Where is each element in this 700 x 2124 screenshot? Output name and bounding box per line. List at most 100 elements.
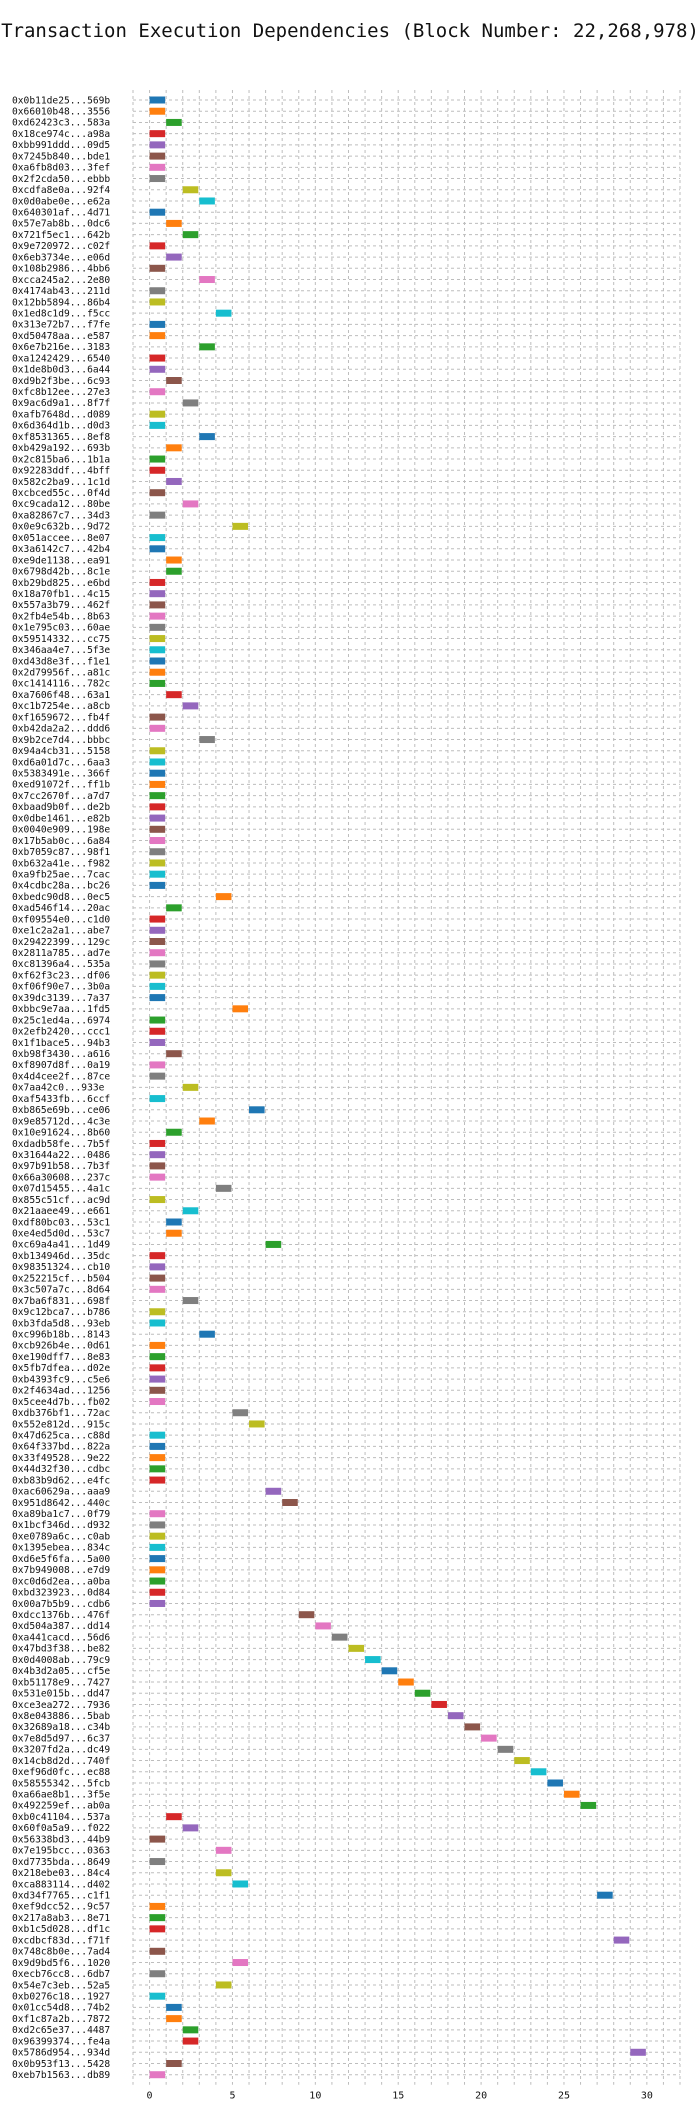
transaction-bar bbox=[149, 2071, 166, 2079]
y-tick-label: 0x5786d954...934d bbox=[12, 2048, 110, 2059]
transaction-bar bbox=[149, 837, 166, 845]
transaction-bar bbox=[149, 287, 166, 295]
transaction-bar bbox=[149, 489, 166, 497]
transaction-bar bbox=[265, 1240, 282, 1248]
y-tick-label: 0xa6fb8d03...3fef bbox=[12, 163, 110, 174]
y-tick-label: 0xf06f90e7...3b0a bbox=[12, 982, 110, 993]
y-tick-label: 0x39dc3139...7a37 bbox=[12, 993, 110, 1004]
y-tick-label: 0xecb76cc8...6db7 bbox=[12, 1969, 110, 1980]
transaction-bar bbox=[348, 1644, 365, 1652]
transaction-bar bbox=[265, 1487, 282, 1495]
y-tick-label: 0xd34f7765...c1f1 bbox=[12, 1891, 110, 1902]
y-tick-label: 0xc81396a4...535a bbox=[12, 959, 110, 970]
x-tick-label: 0 bbox=[147, 2091, 153, 2102]
y-tick-label: 0xbb991ddd...09d5 bbox=[12, 140, 110, 151]
transaction-bar bbox=[149, 1835, 166, 1843]
transaction-bar bbox=[547, 1779, 563, 1787]
transaction-bar bbox=[149, 792, 166, 800]
transaction-bar bbox=[149, 1431, 166, 1439]
transaction-bar bbox=[166, 253, 182, 261]
transaction-bar bbox=[481, 1734, 497, 1742]
y-tick-label: 0xd6e5f6fa...5a00 bbox=[12, 1554, 110, 1565]
transaction-bar bbox=[149, 1274, 166, 1282]
y-tick-label: 0x0040e909...198e bbox=[12, 825, 110, 836]
transaction-bar bbox=[149, 1532, 166, 1540]
y-tick-label: 0xbaad9b0f...de2b bbox=[12, 802, 110, 813]
transaction-bar bbox=[149, 354, 166, 362]
transaction-bar bbox=[149, 1353, 166, 1361]
y-tick-label: 0xdb376bf1...72ac bbox=[12, 1408, 110, 1419]
transaction-bar bbox=[166, 556, 182, 564]
y-tick-label: 0x21aaee49...e661 bbox=[12, 1206, 110, 1217]
y-tick-label: 0xd6a01d7c...6aa3 bbox=[12, 757, 110, 768]
transaction-bar bbox=[149, 971, 166, 979]
y-tick-label: 0x2d79956f...a81c bbox=[12, 668, 110, 679]
y-tick-label: 0x218ebe03...84c4 bbox=[12, 1868, 110, 1879]
transaction-bar bbox=[199, 343, 215, 351]
transaction-bar bbox=[149, 1285, 166, 1293]
transaction-bar bbox=[149, 926, 166, 934]
transaction-bar bbox=[149, 825, 166, 833]
transaction-bar bbox=[149, 1386, 166, 1394]
y-tick-label: 0x66a30608...237c bbox=[12, 1172, 110, 1183]
y-tick-label: 0x4cdbc28a...bc26 bbox=[12, 881, 110, 892]
y-tick-label: 0x748c8b0e...7ad4 bbox=[12, 1947, 110, 1958]
transaction-bar bbox=[149, 803, 166, 811]
transaction-bar bbox=[149, 1308, 166, 1316]
y-tick-label: 0xc996b18b...8143 bbox=[12, 1330, 110, 1341]
transaction-bar bbox=[149, 578, 166, 586]
x-tick-labels: 0 5 10 15 20 25 30 bbox=[147, 2091, 653, 2102]
transaction-bar bbox=[149, 635, 166, 643]
y-tick-label: 0xef96d0fc...ec88 bbox=[12, 1767, 110, 1778]
transaction-bar bbox=[149, 1061, 166, 1069]
y-tick-label: 0xb98f3430...a616 bbox=[12, 1049, 110, 1060]
y-tick-label: 0x97b91b58...7b3f bbox=[12, 1161, 110, 1172]
y-tick-label: 0x855c51cf...ac9d bbox=[12, 1195, 110, 1206]
transaction-bar bbox=[149, 1072, 166, 1080]
y-tick-label: 0x6d364d1b...d0d3 bbox=[12, 421, 110, 432]
transaction-bar bbox=[166, 118, 182, 126]
y-tick-label: 0x00a7b5b9...cdb6 bbox=[12, 1599, 110, 1610]
transaction-bar bbox=[249, 1420, 265, 1428]
y-tick-label: 0xb51178e9...7427 bbox=[12, 1677, 110, 1688]
grid-layer bbox=[132, 90, 681, 2085]
transaction-bar bbox=[149, 949, 166, 957]
y-tick-label: 0x9e85712d...4c3e bbox=[12, 1116, 110, 1127]
transaction-bar bbox=[514, 1757, 530, 1765]
transaction-bar bbox=[464, 1723, 481, 1731]
transaction-bar bbox=[149, 859, 166, 867]
y-tick-label: 0xd43d8e3f...f1e1 bbox=[12, 656, 110, 667]
transaction-bar bbox=[232, 1005, 249, 1013]
y-tick-label: 0x1e795c03...60ae bbox=[12, 623, 110, 634]
y-tick-label: 0xfc8b12ee...27e3 bbox=[12, 387, 110, 398]
transaction-bar bbox=[149, 1196, 166, 1204]
x-tick-label: 5 bbox=[229, 2091, 235, 2102]
y-tick-label: 0x346aa4e7...5f3e bbox=[12, 645, 110, 656]
transaction-bar bbox=[149, 848, 166, 856]
transaction-bar bbox=[580, 1801, 597, 1809]
y-tick-label: 0xcdfa8e0a...92f4 bbox=[12, 185, 110, 196]
y-tick-label: 0x92283ddf...4bff bbox=[12, 466, 110, 477]
y-tick-label: 0x3207fd2a...dc49 bbox=[12, 1745, 110, 1756]
y-tick-label: 0xcb926b4e...0d61 bbox=[12, 1341, 110, 1352]
transaction-bar bbox=[149, 320, 166, 328]
y-tick-label: 0x492259ef...ab0a bbox=[12, 1801, 110, 1812]
transaction-bar bbox=[149, 534, 166, 542]
transaction-bar bbox=[149, 679, 166, 687]
transaction-bar bbox=[149, 724, 166, 732]
y-tick-label: 0x051accee...8e07 bbox=[12, 533, 110, 544]
transaction-bar bbox=[149, 713, 166, 721]
y-tick-label: 0xe190dff7...8e83 bbox=[12, 1352, 110, 1363]
transaction-bar bbox=[182, 1083, 199, 1091]
transaction-bar bbox=[182, 1297, 199, 1305]
y-tick-label: 0x0d4008ab...79c9 bbox=[12, 1655, 110, 1666]
transaction-bar bbox=[149, 1442, 166, 1450]
transaction-bar bbox=[149, 1454, 166, 1462]
y-tick-label: 0x108b2986...4bb6 bbox=[12, 264, 110, 275]
y-tick-label: 0x7e195bcc...0363 bbox=[12, 1846, 110, 1857]
y-tick-label: 0xbd323923...0d84 bbox=[12, 1588, 110, 1599]
transaction-bar bbox=[166, 691, 182, 699]
y-tick-label: 0xbbc9e7aa...1fd5 bbox=[12, 1004, 110, 1015]
transaction-bar bbox=[149, 208, 166, 216]
